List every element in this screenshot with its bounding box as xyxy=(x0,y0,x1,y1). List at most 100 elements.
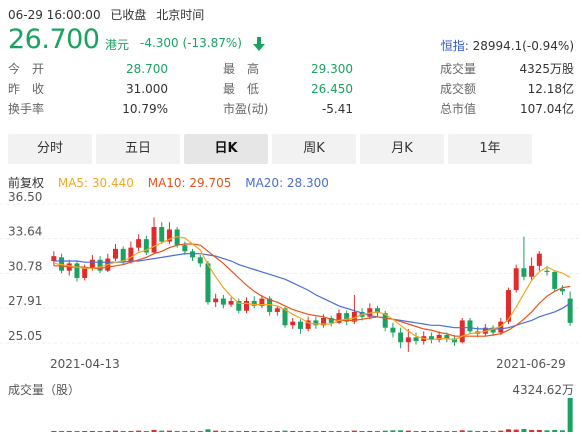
tab-monthly-k[interactable]: 月K xyxy=(360,134,444,164)
candle xyxy=(513,264,519,293)
volume-bar xyxy=(182,430,188,432)
candle-body xyxy=(251,301,257,306)
ma10-value: MA10: 29.705 xyxy=(147,176,232,190)
candle-body xyxy=(120,248,126,263)
volume-bar xyxy=(51,430,57,432)
candle xyxy=(305,316,311,332)
volume-bar xyxy=(228,430,234,432)
candle-body xyxy=(351,311,357,322)
volume-bar xyxy=(220,430,226,432)
volume-bar xyxy=(367,430,373,432)
period-tabs: 分时 五日 日K 周K 月K 1年 xyxy=(8,134,574,164)
candle xyxy=(336,309,342,325)
candle xyxy=(436,331,442,343)
volume-bar xyxy=(282,430,288,432)
stat-low-label: 最 低 xyxy=(223,82,260,96)
tab-weekly-k[interactable]: 周K xyxy=(272,134,356,164)
candle xyxy=(243,297,250,314)
candle xyxy=(290,317,296,329)
candle xyxy=(505,287,512,325)
volume-bar xyxy=(544,430,550,432)
candle-body xyxy=(89,259,95,269)
stat-turnover: 换手率 10.79% xyxy=(8,100,168,118)
candle xyxy=(174,227,180,248)
ma-legend: 前复权 MA5: 30.440 MA10: 29.705 MA20: 28.30… xyxy=(8,174,339,191)
volume-bar xyxy=(390,430,396,432)
candle xyxy=(328,315,334,327)
index-value: 28994.1(-0.94%) xyxy=(472,39,574,53)
price-change: -4.300 (-13.87%) xyxy=(140,36,242,50)
volume-bar xyxy=(89,430,95,432)
candle-body xyxy=(513,268,519,291)
stat-volume: 成交量 4325万股 xyxy=(440,60,574,78)
candle xyxy=(490,325,496,337)
quote-datetime: 06-29 16:00:00 xyxy=(8,8,101,22)
volume-bar xyxy=(452,430,458,432)
candle-body xyxy=(205,263,211,303)
volume-bar xyxy=(136,430,142,432)
volume-bar xyxy=(344,431,350,432)
candle-body xyxy=(459,320,465,343)
candle xyxy=(205,260,211,305)
index-label[interactable]: 恒指: xyxy=(440,39,469,53)
candle-body xyxy=(190,251,196,258)
volume-bar xyxy=(159,430,165,432)
candle-body xyxy=(274,308,280,312)
tab-daily-k[interactable]: 日K xyxy=(184,134,268,164)
tab-five-day[interactable]: 五日 xyxy=(96,134,180,164)
candle xyxy=(190,248,196,261)
volume-bars xyxy=(51,398,573,432)
volume-bar xyxy=(475,430,481,432)
candle-body xyxy=(490,327,496,333)
candle xyxy=(367,303,373,320)
volume-bar xyxy=(205,429,211,432)
candle xyxy=(428,332,434,344)
candle xyxy=(220,294,226,309)
candle xyxy=(567,291,573,326)
stat-low-value: 26.450 xyxy=(311,82,353,96)
candle-body xyxy=(228,301,234,305)
candlestick-chart[interactable]: 36.50 33.64 30.78 27.91 25.05 2021-04-13 202… xyxy=(0,190,582,376)
stat-pe-label: 市盈(动) xyxy=(223,102,269,116)
stat-mcap: 总市值 107.04亿 xyxy=(440,100,574,118)
adjustment-label[interactable]: 前复权 xyxy=(8,176,45,190)
stat-prev: 昨 收 31.000 xyxy=(8,80,168,98)
candle xyxy=(151,217,157,254)
volume-bar xyxy=(151,429,157,432)
candle xyxy=(236,298,242,314)
candle xyxy=(398,327,404,349)
y-tick-label: 25.05 xyxy=(8,329,42,343)
candle-body xyxy=(51,256,57,261)
candle-body xyxy=(559,288,565,292)
volume-bar xyxy=(166,430,172,432)
candle-body xyxy=(282,308,288,326)
stat-low: 最 低 26.450 xyxy=(223,80,353,98)
volume-bar xyxy=(536,429,542,432)
stat-amount-label: 成交额 xyxy=(440,82,477,96)
candle xyxy=(259,294,265,309)
volume-bar xyxy=(290,430,296,432)
tab-intraday[interactable]: 分时 xyxy=(8,134,92,164)
candle-body xyxy=(182,245,188,252)
candle-body xyxy=(536,253,542,266)
candle-body xyxy=(405,337,411,343)
tab-one-year[interactable]: 1年 xyxy=(448,134,532,164)
candle-body xyxy=(220,298,226,305)
volume-bar xyxy=(274,431,280,432)
candle-body xyxy=(398,332,404,343)
candle-body xyxy=(321,317,327,326)
ma20-value: MA20: 28.300 xyxy=(245,176,329,190)
candle xyxy=(521,236,527,281)
volume-bar xyxy=(174,430,180,432)
candle xyxy=(59,253,65,274)
volume-bar xyxy=(321,430,327,432)
volume-bar xyxy=(567,398,573,432)
candle-body xyxy=(143,239,149,253)
stat-open-value: 28.700 xyxy=(126,62,168,76)
volume-bar xyxy=(143,430,149,432)
volume-bar xyxy=(444,430,450,432)
ma5-value: MA5: 30.440 xyxy=(57,176,134,190)
index-quote[interactable]: 恒指: 28994.1(-0.94%) xyxy=(441,37,574,54)
y-tick-label: 33.64 xyxy=(8,225,42,239)
volume-bar xyxy=(267,430,273,432)
